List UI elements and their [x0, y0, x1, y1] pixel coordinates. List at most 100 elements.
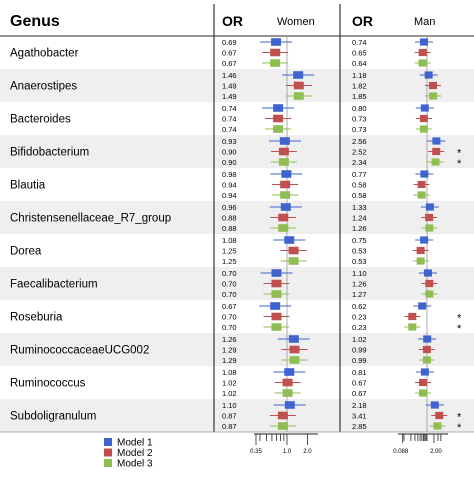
man-or-value: 0.77	[352, 170, 367, 179]
man-axis-tick-label: 2.00	[430, 449, 442, 455]
genus-row: Blautia 0.98 0.77 0.94 0.58 0.94 0.58	[10, 170, 434, 200]
man-point-marker	[425, 203, 434, 211]
man-or-value: 0.73	[352, 115, 367, 124]
genus-label: Anaerostipes	[10, 81, 77, 93]
row-band	[0, 69, 474, 102]
women-or-value: 0.90	[222, 148, 237, 157]
man-or-value: 0.81	[352, 368, 367, 377]
women-point-marker	[271, 290, 282, 298]
man-point-marker	[420, 236, 429, 244]
genus-label: Dorea	[10, 246, 42, 258]
man-or-value: 0.65	[352, 49, 367, 58]
man-point-marker	[420, 170, 429, 178]
man-point-marker	[430, 401, 439, 409]
genus-row: Bacteroides 0.74 0.80 0.74 0.73 0.74 0.73	[10, 104, 434, 134]
women-point-marker	[273, 104, 284, 112]
women-or-value: 1.49	[222, 82, 237, 91]
man-or-value: 0.75	[352, 236, 367, 245]
women-point-marker	[288, 246, 299, 255]
man-point-marker	[416, 246, 425, 255]
significance-star: *	[457, 158, 462, 170]
man-point-marker	[408, 312, 417, 321]
women-point-marker	[278, 147, 289, 156]
women-point-marker	[270, 48, 281, 57]
man-or-value: 1.26	[352, 280, 367, 289]
man-point-marker	[419, 114, 428, 123]
women-axis-tick-label: 1.0	[283, 449, 292, 455]
genus-label: Subdoligranulum	[10, 411, 96, 423]
genus-row: Agathobacter 0.69 0.74 0.67 0.65 0.67 0.64	[10, 38, 433, 68]
genus-row: Dorea 1.08 0.75 1.25 0.53 1.25 0.53	[10, 236, 434, 266]
women-point-marker	[280, 203, 291, 211]
women-point-marker	[282, 389, 293, 397]
man-or-value: 0.67	[352, 389, 367, 398]
man-point-marker	[422, 356, 431, 364]
women-point-marker	[273, 114, 284, 123]
man-or-value: 0.23	[352, 313, 367, 322]
women-or-value: 1.10	[222, 401, 237, 410]
women-point-marker	[271, 323, 282, 331]
women-or-value: 1.02	[222, 379, 237, 388]
women-or-value: 0.90	[222, 158, 237, 167]
man-point-marker	[418, 48, 427, 57]
genus-header: Genus	[10, 13, 60, 30]
women-or-value: 0.67	[222, 302, 237, 311]
row-band	[0, 399, 474, 432]
legend-swatch	[104, 459, 112, 467]
women-or-value: 1.29	[222, 346, 237, 355]
man-or-value: 1.24	[352, 214, 367, 223]
man-point-marker	[425, 290, 434, 298]
man-or-value: 1.27	[352, 290, 367, 299]
women-or-value: 0.88	[222, 214, 237, 223]
significance-star: *	[457, 148, 462, 160]
man-point-marker	[420, 104, 429, 112]
man-point-marker	[418, 389, 427, 397]
women-panel-title: Women	[277, 16, 315, 28]
genus-row: Bifidobacterium 0.93 2.56 0.90 2.52 0.90 2.34	[10, 137, 446, 167]
genus-row: Subdoligranulum 1.10 2.18 0.87 3.41 0.87 2.85	[10, 401, 448, 431]
women-point-marker	[284, 401, 295, 409]
women-point-marker	[277, 422, 288, 430]
man-point-marker	[418, 302, 427, 310]
women-or-value: 0.88	[222, 224, 237, 233]
man-or-value: 1.18	[352, 71, 367, 80]
genus-label: Agathobacter	[10, 48, 79, 60]
women-point-marker	[281, 170, 292, 178]
legend-swatch	[104, 438, 112, 446]
man-or-value: 0.80	[352, 104, 367, 113]
man-or-value: 0.64	[352, 59, 367, 68]
legend-swatch	[104, 448, 112, 457]
man-or-value: 2.18	[352, 401, 367, 410]
man-or-value: 1.10	[352, 269, 367, 278]
man-point-marker	[420, 368, 429, 376]
man-or-value: 2.34	[352, 158, 367, 167]
man-or-value: 1.33	[352, 203, 367, 212]
women-or-value: 0.96	[222, 203, 237, 212]
man-or-value: 3.41	[352, 412, 367, 421]
women-point-marker	[271, 38, 282, 46]
man-or-value: 0.58	[352, 181, 367, 190]
women-point-marker	[279, 137, 290, 145]
man-point-marker	[418, 378, 427, 387]
women-point-marker	[278, 224, 289, 232]
women-or-value: 0.70	[222, 269, 237, 278]
man-or-value: 0.62	[352, 302, 367, 311]
women-or-value: 0.70	[222, 290, 237, 299]
women-or-value: 1.26	[222, 335, 237, 344]
genus-row: Christensenellaceae_R7_group 0.96 1.33 0.88…	[10, 203, 439, 233]
women-point-marker	[284, 368, 295, 376]
women-axis-tick-label: 2.0	[303, 449, 312, 455]
man-or-value: 2.85	[352, 422, 367, 431]
man-point-marker	[423, 269, 432, 277]
women-point-marker	[293, 71, 304, 79]
genus-row: Anaerostipes 1.46 1.18 1.49 1.82 1.49 1.85	[10, 71, 442, 101]
genus-label: Roseburia	[10, 312, 63, 324]
women-point-marker	[280, 180, 291, 189]
genus-row: Faecalibacterium 0.70 1.10 0.70 1.26 0.70 1.27	[10, 269, 438, 299]
row-band	[0, 267, 474, 300]
man-or-value: 0.99	[352, 346, 367, 355]
genus-label: Bifidobacterium	[10, 147, 89, 159]
women-point-marker	[288, 257, 299, 265]
man-or-value: 1.85	[352, 92, 367, 101]
genus-label: Christensenellaceae_R7_group	[10, 213, 171, 225]
